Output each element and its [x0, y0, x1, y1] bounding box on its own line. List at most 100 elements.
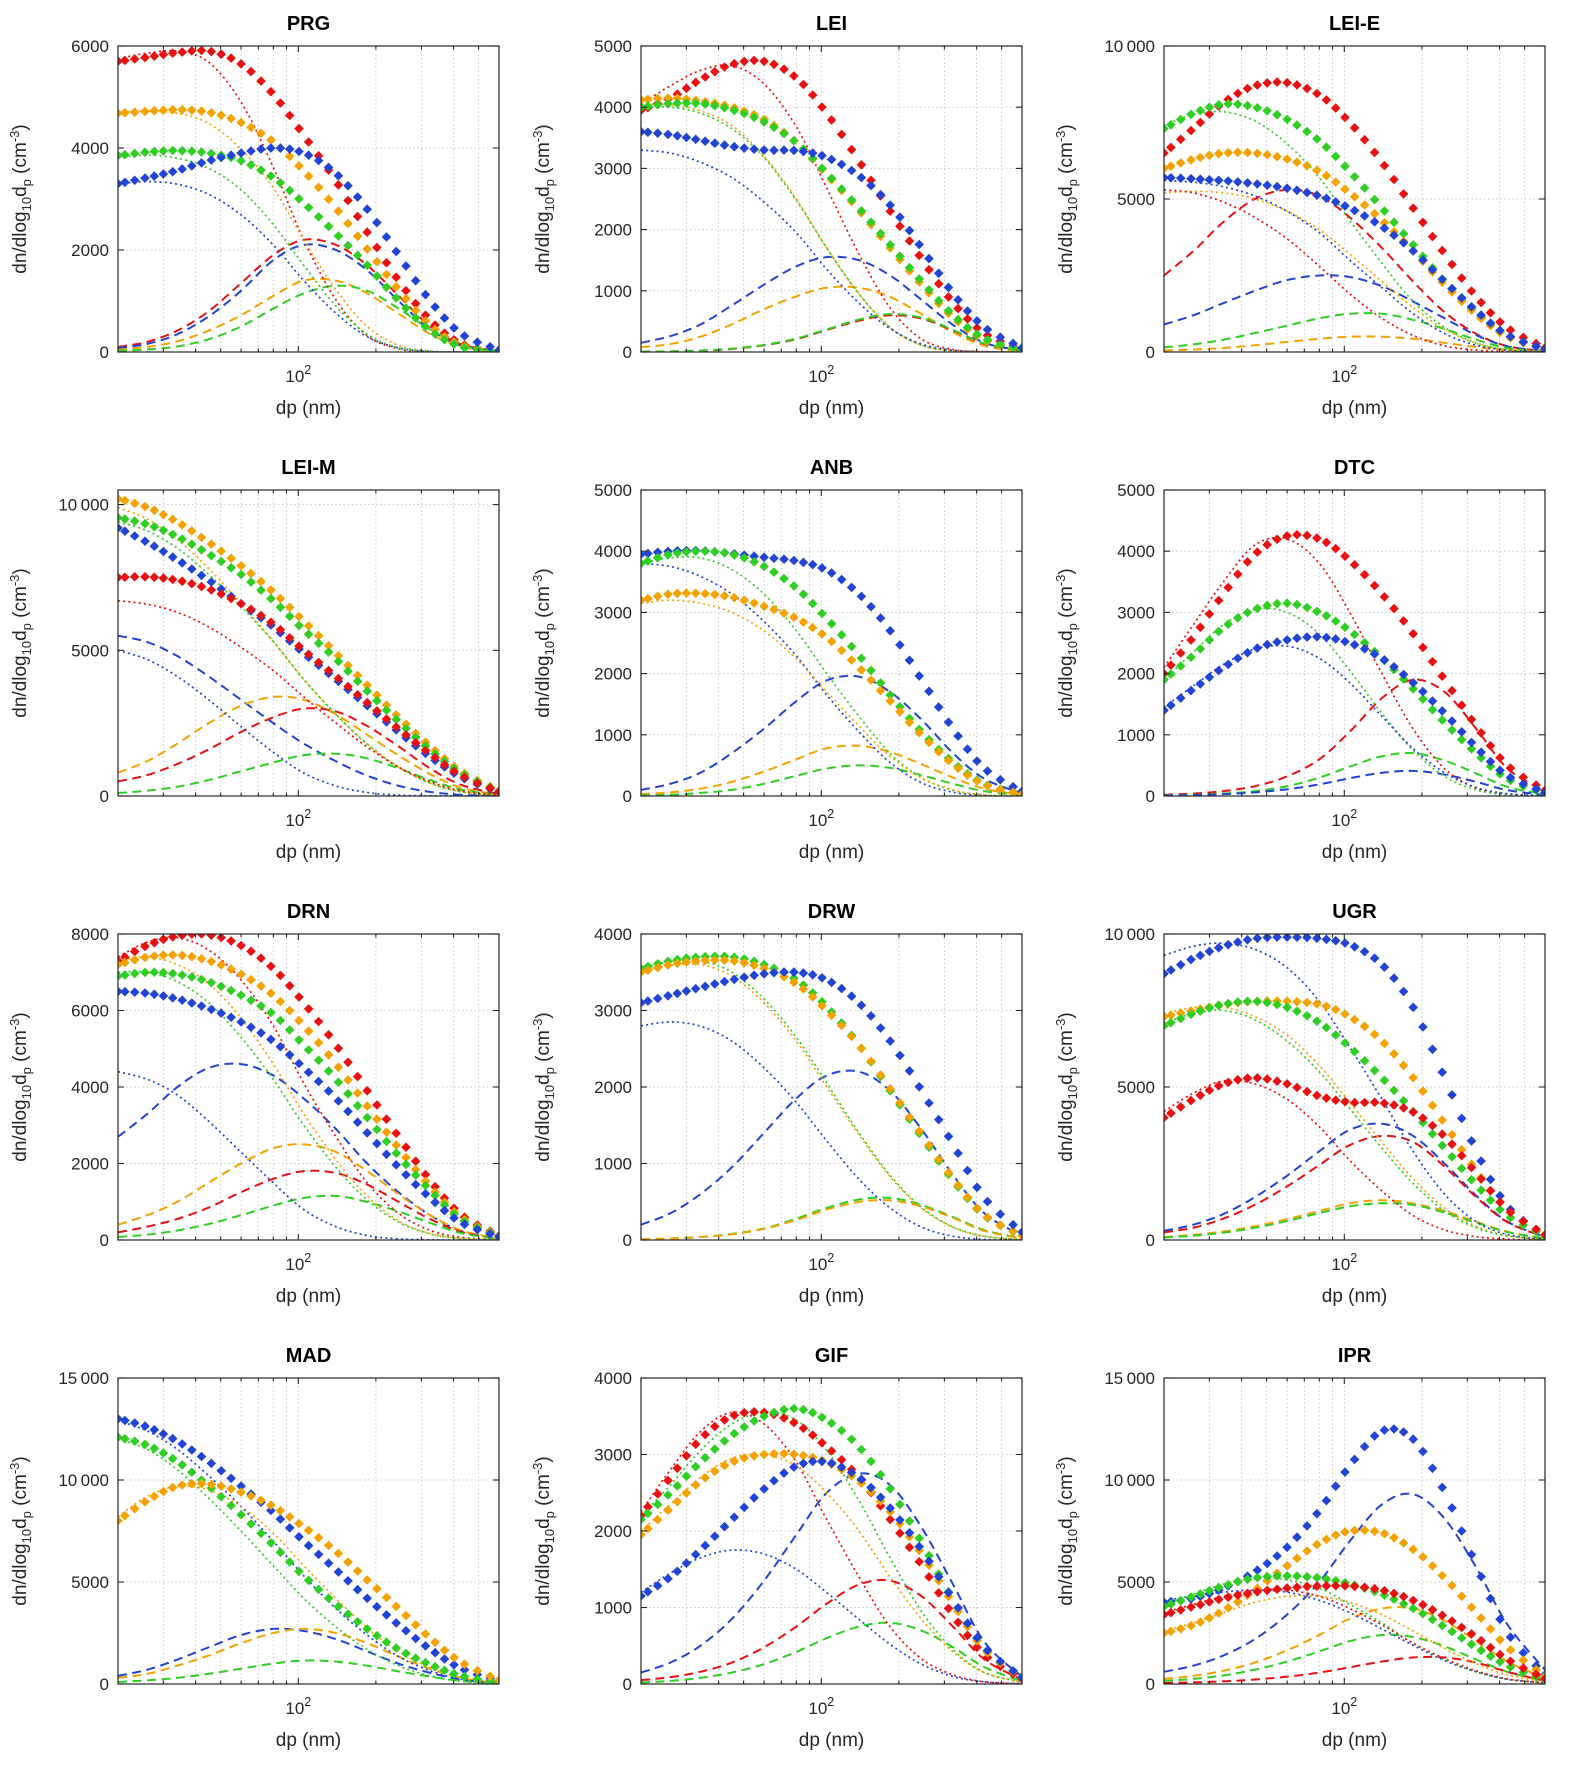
green-dotted-line	[1164, 1576, 1545, 1684]
blue-dotted-line	[1164, 942, 1545, 1240]
x-tick-label: 102	[1331, 1251, 1357, 1274]
blue-marker-series	[118, 523, 499, 796]
chart-panel-lei-m: 0 5000 10 000 102 dp (nm) LEI-M dn/dlog10dp (c…	[7, 457, 500, 863]
x-tick-label: 102	[285, 363, 311, 386]
blue-marker-series	[1164, 934, 1545, 1240]
blue-dotted-line	[118, 1419, 499, 1684]
red-dashed-line	[641, 1578, 1022, 1682]
red-marker-series	[1164, 1073, 1545, 1240]
blue-dashed-line	[1164, 1122, 1545, 1238]
green-dashed-line	[1164, 1202, 1545, 1240]
green-dashed-line	[1164, 1633, 1545, 1682]
y-tick-label: 10 000	[1104, 1471, 1155, 1490]
y-axis-label: dn/dlog10dp (cm-3)	[530, 124, 557, 273]
y-tick-label: 0	[623, 1231, 632, 1250]
y-tick-label: 2000	[594, 1522, 632, 1541]
green-marker-series	[641, 951, 1022, 1240]
y-axis-label: dn/dlog10dp (cm-3)	[530, 1456, 557, 1605]
chart-panel-drw: 0 1000 2000 3000 4000 102 dp (nm) DRW dn/dlog10d…	[530, 901, 1023, 1307]
x-axis-label: dp (nm)	[1322, 398, 1387, 419]
chart-panel-anb: 0 1000 2000 3000 4000 5000 102 dp (nm) ANB dn/dlo…	[530, 457, 1023, 863]
axes-box	[117, 1377, 500, 1685]
green-dashed-line	[118, 1659, 499, 1684]
y-tick-label: 0	[100, 787, 109, 806]
blue-dashed-line	[641, 1472, 1022, 1678]
y-tick-label: 1000	[594, 726, 632, 745]
chart-title: ANB	[810, 457, 853, 479]
y-tick-label: 3000	[594, 603, 632, 622]
axes-box	[1163, 1377, 1546, 1685]
tick-marks	[1163, 489, 1546, 797]
orange-dotted-line	[641, 962, 1022, 1240]
plot-area	[1164, 934, 1545, 1240]
tick-marks	[117, 490, 500, 797]
blue-dashed-line	[1164, 1492, 1545, 1673]
red-dashed-line	[1164, 188, 1545, 352]
x-tick-label: 102	[285, 1695, 311, 1718]
x-tick-label: 102	[1331, 363, 1357, 386]
y-tick-label: 6000	[71, 1002, 109, 1021]
red-marker-series	[641, 1407, 1022, 1684]
y-tick-label: 4000	[71, 1078, 109, 1097]
y-tick-label: 0	[623, 787, 632, 806]
y-tick-label: 0	[1146, 1675, 1155, 1694]
y-tick-label: 2000	[71, 1155, 109, 1174]
chart-title: LEI	[816, 13, 847, 35]
tick-marks	[117, 1377, 500, 1685]
orange-marker-series	[641, 588, 1022, 796]
orange-dotted-line	[118, 110, 499, 352]
y-tick-label: 5000	[71, 1573, 109, 1592]
tick-marks	[640, 45, 1023, 353]
y-tick-label: 4000	[594, 925, 632, 944]
y-tick-label: 0	[623, 343, 632, 362]
y-tick-label: 1000	[1117, 726, 1155, 745]
orange-dotted-line	[641, 103, 1022, 352]
green-dashed-line	[641, 1621, 1022, 1684]
y-tick-label: 0	[1146, 343, 1155, 362]
y-tick-label: 4000	[594, 1369, 632, 1388]
axes-box	[1163, 489, 1546, 797]
orange-dashed-line	[1164, 1606, 1545, 1680]
x-axis-label: dp (nm)	[276, 1730, 341, 1751]
red-dashed-line	[1164, 678, 1545, 796]
tick-marks	[117, 45, 500, 353]
y-tick-label: 4000	[71, 139, 109, 158]
x-axis-label: dp (nm)	[1322, 1286, 1387, 1307]
x-tick-label: 102	[285, 1251, 311, 1274]
orange-marker-series	[118, 1478, 499, 1684]
chart-panel-drn: 0 2000 4000 6000 8000 102 dp (nm) DRN dn/dlog10d…	[7, 901, 500, 1307]
y-tick-label: 5000	[1117, 190, 1155, 209]
y-axis-label: dn/dlog10dp (cm-3)	[1053, 124, 1080, 273]
plot-area	[641, 1403, 1022, 1684]
orange-dashed-line	[641, 744, 1022, 796]
x-axis-label: dp (nm)	[1322, 1730, 1387, 1751]
y-tick-label: 10 000	[1104, 37, 1155, 56]
red-dashed-line	[118, 707, 499, 796]
blue-dotted-line	[641, 1549, 1022, 1684]
y-tick-label: 6000	[71, 37, 109, 56]
y-axis-label: dn/dlog10dp (cm-3)	[7, 1012, 34, 1161]
orange-dotted-line	[118, 1484, 499, 1684]
x-tick-label: 102	[808, 1251, 834, 1274]
chart-title: IPR	[1338, 1345, 1372, 1367]
green-dotted-line	[118, 154, 499, 352]
y-tick-label: 5000	[594, 37, 632, 56]
red-marker-series	[1164, 1580, 1545, 1684]
red-dotted-line	[118, 49, 499, 352]
plot-area	[1164, 529, 1545, 796]
y-axis-label: dn/dlog10dp (cm-3)	[530, 1012, 557, 1161]
green-dashed-line	[118, 752, 499, 796]
green-marker-series	[641, 546, 1022, 796]
chart-title: PRG	[287, 13, 330, 35]
blue-marker-series	[641, 126, 1022, 352]
x-axis-label: dp (nm)	[799, 842, 864, 863]
orange-dotted-line	[118, 956, 499, 1240]
y-tick-label: 5000	[1117, 1573, 1155, 1592]
green-dotted-line	[1164, 110, 1545, 352]
red-marker-series	[1164, 529, 1545, 795]
green-marker-series	[1164, 598, 1545, 796]
chart-title: DTC	[1334, 457, 1375, 479]
axes-box	[117, 45, 500, 353]
y-tick-label: 3000	[594, 1446, 632, 1465]
grid-lines	[640, 1378, 1023, 1684]
